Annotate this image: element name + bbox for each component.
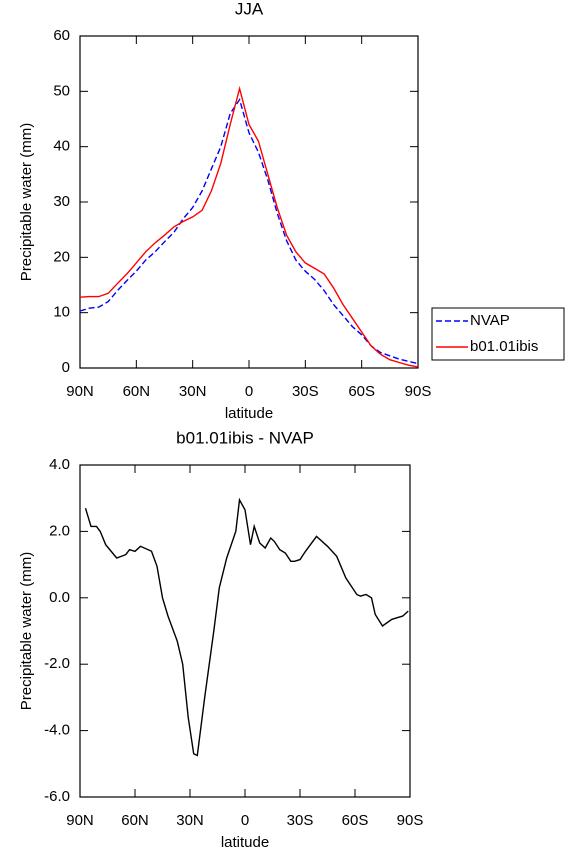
x-tick-label: 30N [179, 383, 207, 400]
legend-label: b01.01ibis [470, 338, 538, 355]
x-tick-label: 60N [121, 812, 149, 829]
y-tick-label: 0 [62, 359, 70, 376]
y-tick-label: -4.0 [44, 722, 70, 739]
x-tick-label: 30S [292, 383, 319, 400]
x-tick-label: 90N [66, 383, 94, 400]
y-tick-label: -2.0 [44, 655, 70, 672]
y-tick-label: 0.0 [49, 589, 70, 606]
chart-title: JJA [235, 0, 264, 18]
plot-frame [79, 464, 411, 798]
x-tick-label: 30S [287, 812, 314, 829]
series-line [84, 497, 409, 757]
chart-title: b01.01ibis - NVAP [176, 428, 314, 447]
x-tick-label: 60S [348, 383, 375, 400]
series-line [79, 97, 419, 365]
y-tick-label: -6.0 [44, 788, 70, 805]
x-axis-label: latitude [225, 405, 273, 422]
x-tick-label: 60N [123, 383, 151, 400]
legend-label: NVAP [470, 312, 510, 329]
y-axis-label: Precipitable water (mm) [18, 552, 35, 710]
x-tick-label: 90S [397, 812, 424, 829]
plot-frame [79, 35, 419, 369]
y-tick-label: 2.0 [49, 522, 70, 539]
y-tick-label: 50 [53, 82, 70, 99]
y-tick-label: 4.0 [49, 456, 70, 473]
y-tick-label: 20 [53, 248, 70, 265]
y-tick-label: 30 [53, 193, 70, 210]
y-tick-label: 60 [53, 27, 70, 44]
x-tick-label: 0 [241, 812, 249, 829]
x-tick-label: 90N [66, 812, 94, 829]
x-axis-label: latitude [221, 834, 269, 851]
x-tick-label: 30N [176, 812, 204, 829]
x-tick-label: 90S [405, 383, 432, 400]
series-line [79, 85, 419, 368]
y-tick-label: 10 [53, 304, 70, 321]
y-axis-label: Precipitable water (mm) [18, 123, 35, 281]
y-tick-label: 40 [53, 138, 70, 155]
x-tick-label: 0 [245, 383, 253, 400]
x-tick-label: 60S [342, 812, 369, 829]
legend-box [431, 307, 565, 361]
